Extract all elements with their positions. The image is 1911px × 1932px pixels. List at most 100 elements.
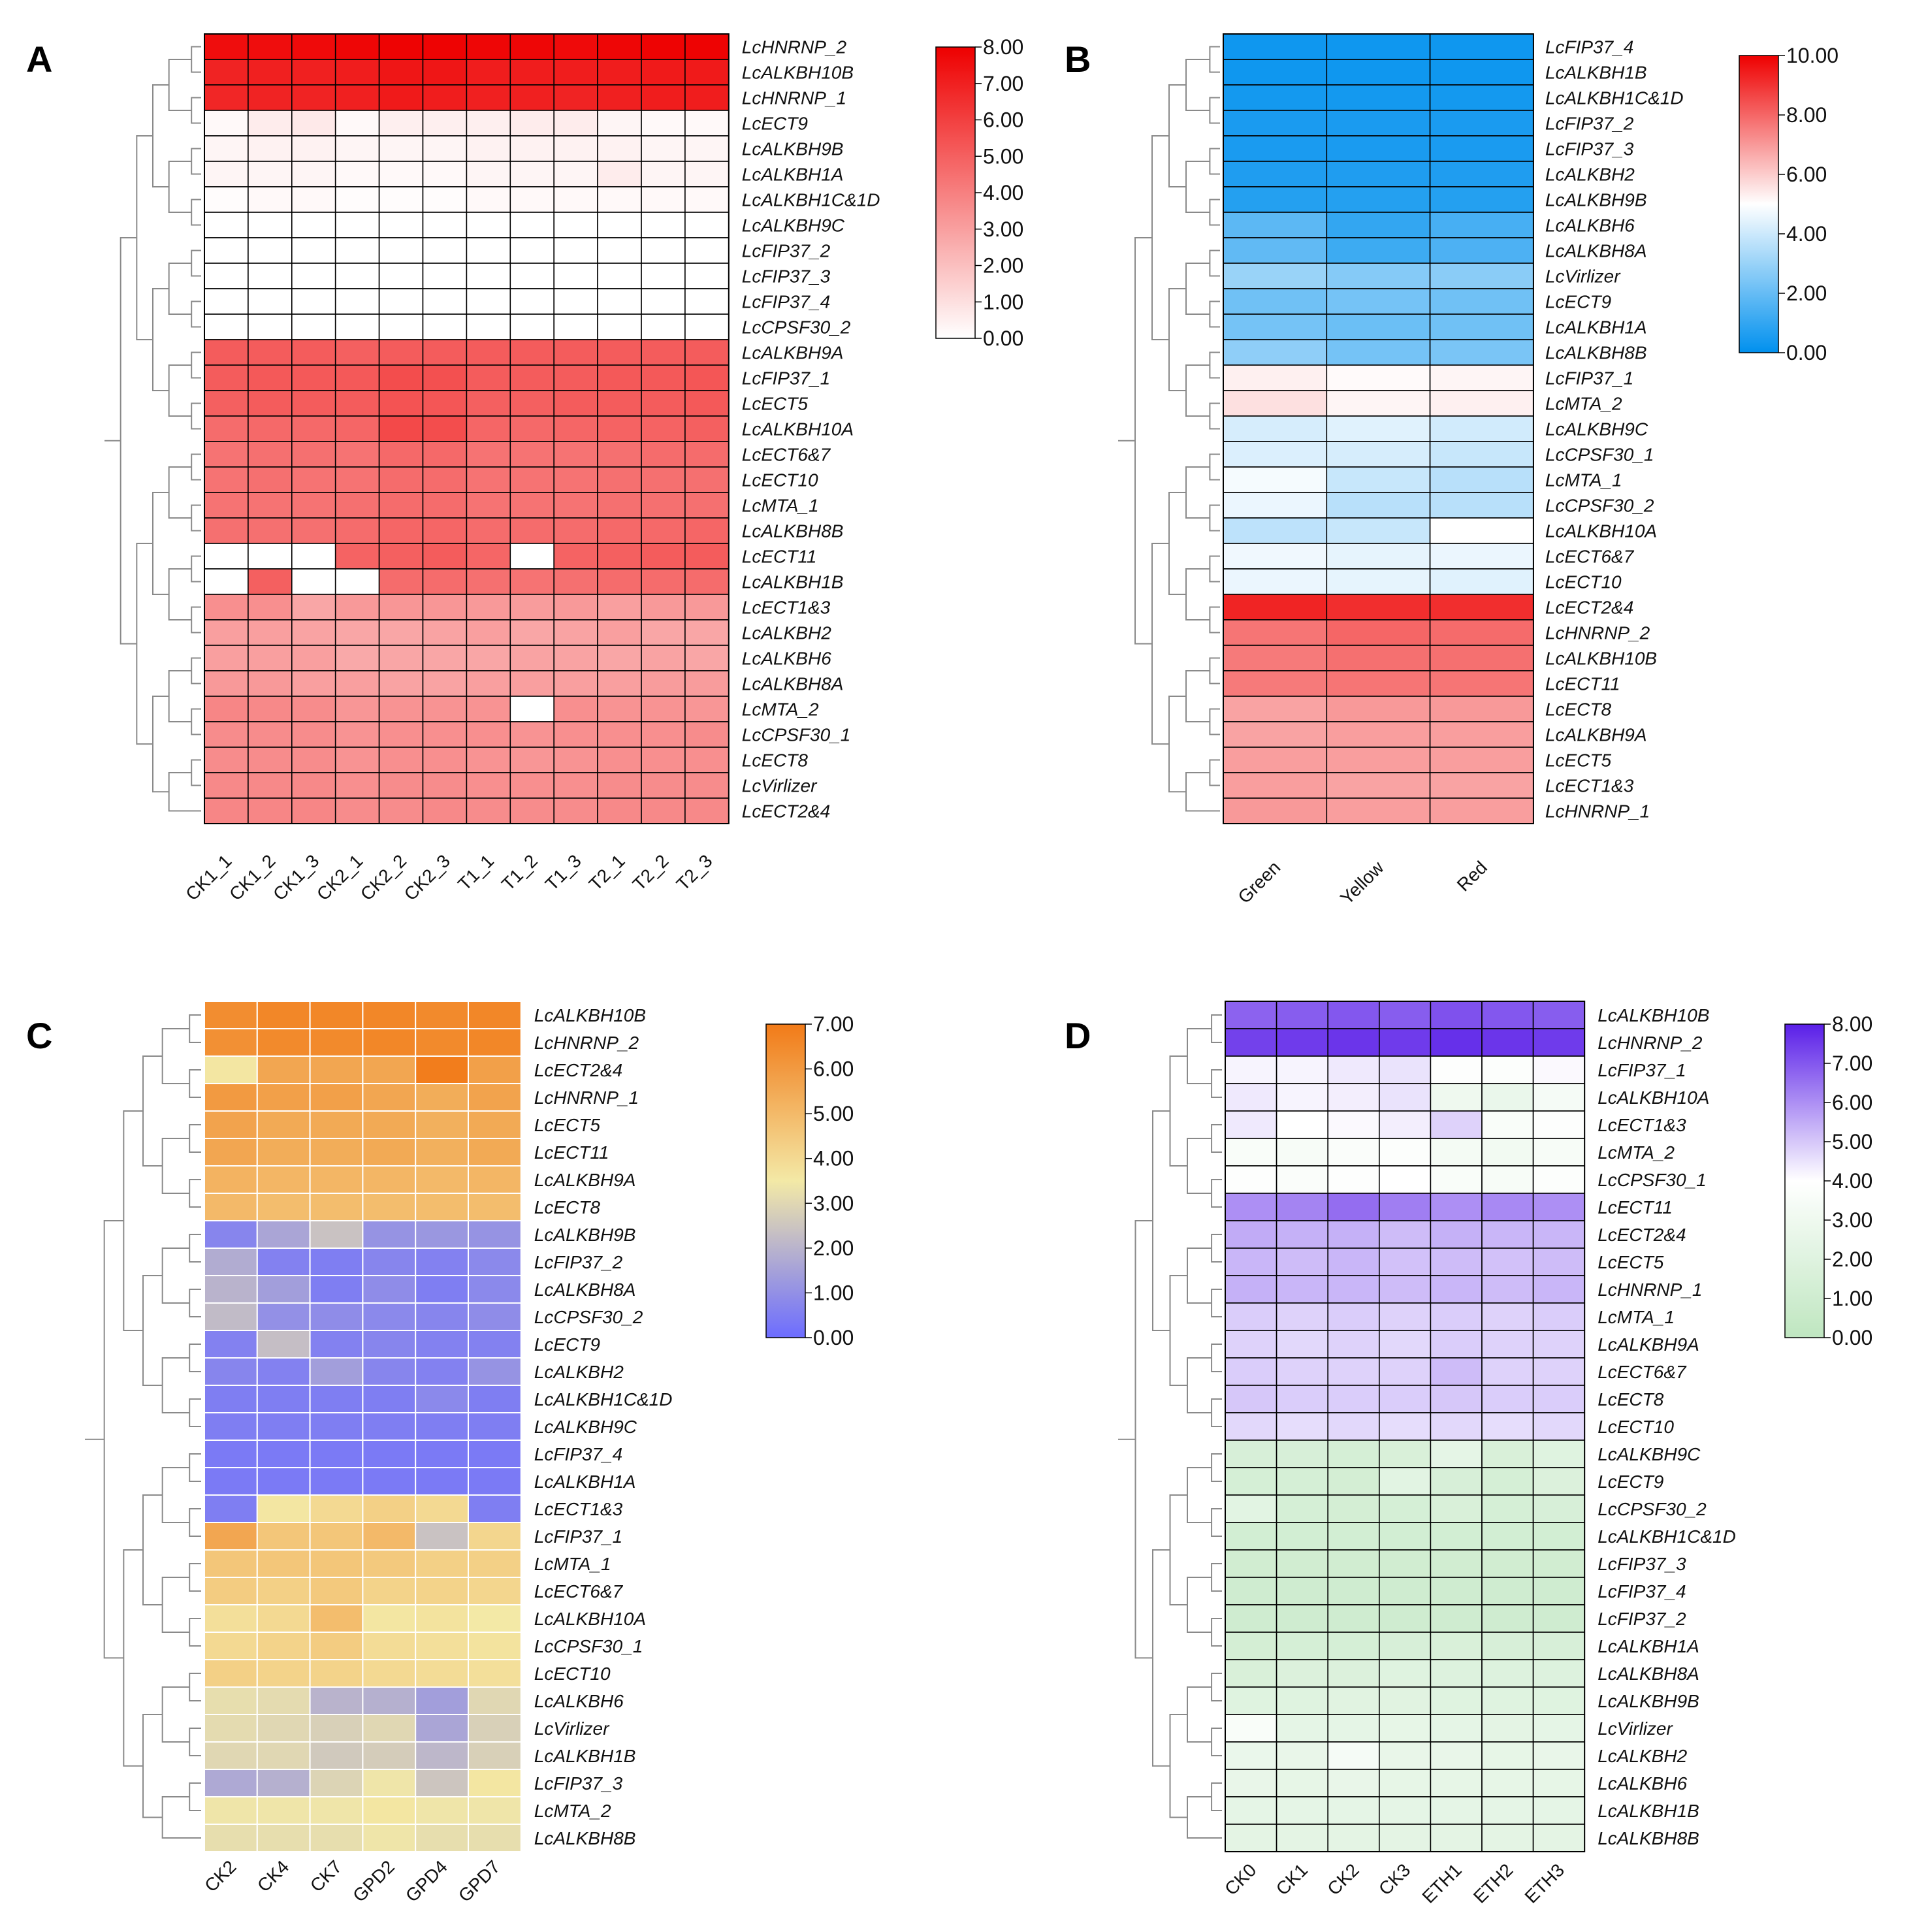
heatmap-cell [597, 772, 642, 799]
panel-d-dendrogram-branch-6 [1211, 1344, 1222, 1372]
heatmap-cell [1532, 1083, 1586, 1112]
heatmap-cell [1379, 1522, 1432, 1551]
heatmap-cell [1223, 33, 1328, 60]
heatmap-cell [1327, 1604, 1380, 1633]
heatmap-cell [597, 696, 642, 722]
heatmap-cell [1276, 1248, 1328, 1276]
row-label: LcVirlizer [534, 1718, 610, 1739]
panel-b-dendrogram-branch-2 [1209, 148, 1220, 175]
heatmap-cell [1532, 1467, 1586, 1496]
heatmap-cell [553, 339, 598, 366]
panel-b-dendrogram-branch-16 [1185, 161, 1210, 213]
panel-b-color-scale-bar [1739, 55, 1779, 353]
heatmap-cell [204, 721, 249, 748]
panel-d-dendrogram-branch-28 [1152, 1549, 1170, 1767]
heatmap-cell [1430, 1686, 1483, 1715]
heatmap-cell [1429, 619, 1534, 646]
panel-c-dendrogram-branch-25 [142, 1494, 163, 1605]
heatmap-cell [248, 594, 293, 620]
heatmap-cell [334, 517, 380, 544]
heatmap-cell [362, 1632, 417, 1660]
heatmap-cell [415, 1686, 470, 1715]
heatmap-cell [597, 492, 642, 519]
heatmap-cell [204, 466, 249, 493]
heatmap-cell [1379, 1604, 1432, 1633]
color-scale-tick-label: 3.00 [813, 1191, 854, 1215]
panel-c-dendrogram-branch-20 [161, 1577, 190, 1633]
row-label: LcHNRNP_1 [742, 88, 846, 108]
heatmap-cell [362, 1220, 417, 1249]
heatmap-cell [1223, 517, 1328, 544]
row-label: LcALKBH10A [534, 1609, 646, 1629]
color-scale-tick-label: 6.00 [983, 108, 1023, 132]
row-label: LcALKBH8A [1545, 241, 1647, 261]
row-label: LcECT6&7 [534, 1581, 624, 1602]
row-label: LcECT9 [534, 1334, 600, 1355]
heatmap-cell [204, 237, 249, 264]
heatmap-cell [468, 1220, 522, 1249]
panel-c-dendrogram-branch-16 [161, 1138, 190, 1194]
heatmap-cell [1429, 721, 1534, 748]
color-scale-tick-label: 6.00 [813, 1057, 854, 1081]
heatmap-cell [509, 263, 554, 289]
panel-d-cells [1225, 1001, 1586, 1852]
heatmap-cell [553, 568, 598, 595]
heatmap-cell [204, 1028, 258, 1057]
color-scale-tick-label: 5.00 [813, 1102, 854, 1125]
heatmap-cell [1532, 1302, 1586, 1331]
heatmap-cell [334, 288, 380, 315]
heatmap-cell [291, 263, 336, 289]
heatmap-cell [204, 1741, 258, 1770]
row-label: LcECT1&3 [742, 598, 831, 618]
heatmap-cell [1481, 1110, 1534, 1139]
heatmap-cell [466, 517, 511, 544]
heatmap-cell [204, 1055, 258, 1084]
heatmap-cell [291, 59, 336, 86]
heatmap-cell [1429, 772, 1534, 799]
heatmap-cell [1326, 517, 1431, 544]
heatmap-cell [291, 772, 336, 799]
heatmap-cell [468, 1110, 522, 1139]
panel-d-dendrogram-branch-22 [1187, 1796, 1222, 1839]
row-label: LcECT2&4 [742, 801, 830, 822]
row-label: LcALKBH9B [1598, 1691, 1699, 1711]
heatmap-cell [415, 1549, 470, 1578]
heatmap-cell [291, 288, 336, 315]
heatmap-cell [1327, 1769, 1380, 1797]
heatmap-cell [309, 1248, 364, 1276]
heatmap-cell [204, 1220, 258, 1249]
heatmap-cell [641, 59, 686, 86]
row-label: LcALKBH6 [534, 1691, 624, 1711]
heatmap-cell [1276, 1055, 1328, 1084]
heatmap-cell [597, 517, 642, 544]
heatmap-cell [309, 1467, 364, 1496]
panel-d-dendrogram-branch-13 [1211, 1728, 1222, 1756]
heatmap-cell [1532, 1522, 1586, 1551]
heatmap-cell [422, 466, 468, 493]
heatmap-cell [1481, 1330, 1534, 1359]
heatmap-cell [204, 543, 249, 570]
heatmap-cell [1276, 1001, 1328, 1029]
heatmap-cell [468, 1796, 522, 1825]
heatmap-cell [597, 466, 642, 493]
heatmap-cell [248, 212, 293, 238]
heatmap-cell [1276, 1412, 1328, 1441]
heatmap-cell [204, 135, 249, 162]
row-label: LcMTA_2 [1598, 1142, 1675, 1163]
heatmap-cell [641, 441, 686, 468]
panel-b-dendrogram-branch-18 [1185, 364, 1210, 417]
heatmap-cell [204, 59, 249, 86]
heatmap-cell [1225, 1769, 1277, 1797]
heatmap-cell [256, 1083, 311, 1112]
heatmap-cell [378, 59, 424, 86]
heatmap-cell [1430, 1138, 1483, 1167]
heatmap-cell [248, 59, 293, 86]
row-label: LcFIP37_4 [1598, 1581, 1686, 1602]
heatmap-cell [422, 747, 468, 773]
heatmap-cell [1225, 1824, 1277, 1852]
heatmap-cell [204, 1275, 258, 1304]
heatmap-cell [1430, 1467, 1483, 1496]
heatmap-cell [362, 1083, 417, 1112]
heatmap-cell [362, 1440, 417, 1468]
panel-c-dendrogram-branch-13 [189, 1728, 201, 1756]
